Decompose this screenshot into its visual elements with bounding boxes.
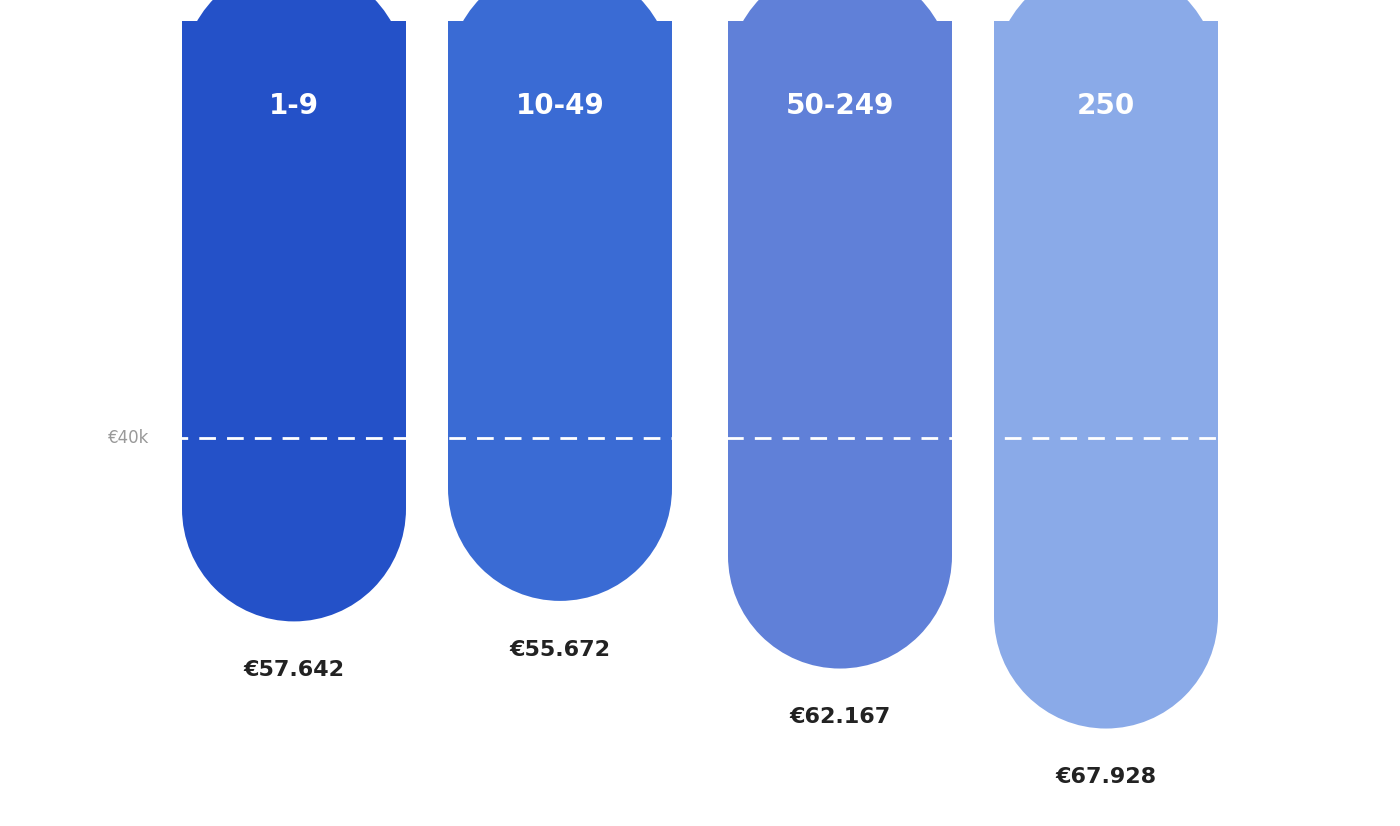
Text: €62.167: €62.167 <box>790 707 890 728</box>
Ellipse shape <box>994 0 1218 190</box>
Text: 250: 250 <box>1077 92 1135 120</box>
Text: €67.928: €67.928 <box>1056 767 1156 787</box>
Ellipse shape <box>448 0 672 190</box>
Bar <box>448 21 672 488</box>
Text: 1-9: 1-9 <box>269 92 319 120</box>
Bar <box>994 21 1218 616</box>
Text: €55.672: €55.672 <box>510 639 610 660</box>
Ellipse shape <box>994 503 1218 729</box>
Ellipse shape <box>728 443 952 668</box>
Text: 50-249: 50-249 <box>785 92 895 120</box>
Ellipse shape <box>448 376 672 601</box>
Text: €57.642: €57.642 <box>244 660 344 681</box>
Bar <box>728 21 952 556</box>
Text: 10-49: 10-49 <box>515 92 605 120</box>
Ellipse shape <box>728 0 952 190</box>
Text: €40k: €40k <box>108 429 150 447</box>
Ellipse shape <box>182 0 406 190</box>
Ellipse shape <box>182 396 406 621</box>
Bar <box>182 21 406 509</box>
